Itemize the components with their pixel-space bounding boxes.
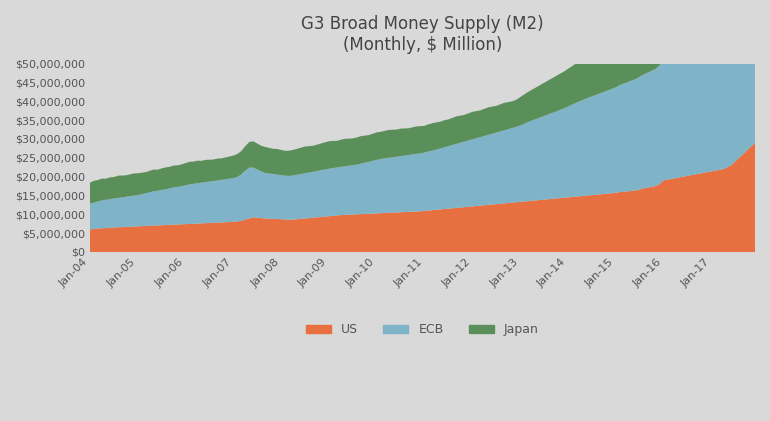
- Title: G3 Broad Money Supply (M2)
(Monthly, $ Million): G3 Broad Money Supply (M2) (Monthly, $ M…: [301, 15, 544, 54]
- Legend: US, ECB, Japan: US, ECB, Japan: [301, 318, 544, 341]
